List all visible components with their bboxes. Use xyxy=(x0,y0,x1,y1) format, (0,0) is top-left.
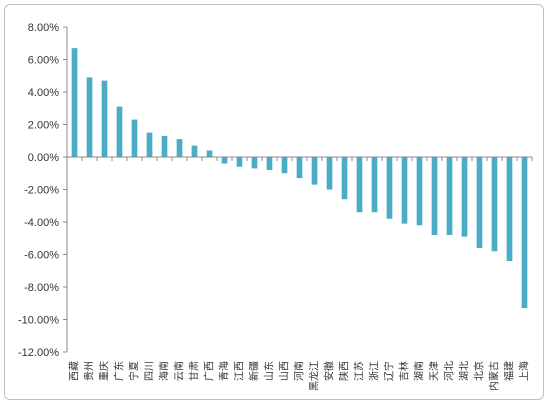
bar xyxy=(506,157,513,261)
category-label: 贵州 xyxy=(83,361,96,381)
category-label: 黑龙江 xyxy=(308,361,321,391)
bar xyxy=(521,157,528,309)
category-label: 广东 xyxy=(113,361,126,381)
bar xyxy=(371,157,378,213)
y-tick-label: -12.00% xyxy=(18,347,59,359)
bar xyxy=(386,157,393,219)
y-tick-label: -8.00% xyxy=(24,282,59,294)
bar xyxy=(491,157,498,252)
category-label: 湖北 xyxy=(459,361,471,381)
bar xyxy=(326,157,333,190)
category-label: 浙江 xyxy=(369,361,381,381)
y-tick-label: 6.00% xyxy=(28,55,59,67)
category-label: 陕西 xyxy=(338,361,351,381)
category-label: 四川 xyxy=(145,361,156,381)
category-label: 福建 xyxy=(503,361,516,381)
category-label: 江西 xyxy=(234,361,246,381)
bar xyxy=(161,135,168,157)
category-label: 江苏 xyxy=(353,361,366,381)
category-label: 甘肃 xyxy=(188,361,201,381)
bar xyxy=(446,157,453,235)
bar xyxy=(461,157,468,237)
category-label: 辽宁 xyxy=(383,361,396,381)
category-label: 广西 xyxy=(204,361,216,381)
bar xyxy=(251,157,258,169)
bar xyxy=(131,119,138,157)
bar xyxy=(191,145,198,157)
bar xyxy=(146,132,153,157)
bar xyxy=(356,157,363,213)
bar xyxy=(176,139,183,157)
bar xyxy=(416,157,423,226)
bar xyxy=(401,157,408,224)
bar xyxy=(281,157,288,174)
y-tick-label: 4.00% xyxy=(28,87,59,99)
category-label: 山东 xyxy=(263,361,276,381)
category-label: 安徽 xyxy=(323,361,336,381)
y-tick-label: 2.00% xyxy=(28,120,59,132)
bar xyxy=(71,48,78,157)
category-label: 北京 xyxy=(473,361,486,381)
y-tick-label: -6.00% xyxy=(24,250,59,262)
y-tick-label: -4.00% xyxy=(24,217,59,229)
category-label: 云南 xyxy=(173,361,186,381)
bar xyxy=(311,157,318,185)
bar xyxy=(266,157,273,170)
bar xyxy=(431,157,438,235)
bar xyxy=(116,106,123,157)
bar xyxy=(236,157,243,167)
chart-frame xyxy=(4,4,544,400)
y-tick-label: 8.00% xyxy=(28,22,59,34)
y-tick-label: -10.00% xyxy=(18,315,59,327)
bar xyxy=(86,77,93,157)
category-label: 重庆 xyxy=(98,361,111,381)
category-label: 内蒙古 xyxy=(488,361,501,391)
bar xyxy=(206,150,213,157)
category-label: 宁夏 xyxy=(128,361,141,381)
bar xyxy=(296,157,303,179)
bar xyxy=(341,157,348,200)
category-label: 青海 xyxy=(218,361,231,381)
category-label: 新疆 xyxy=(248,361,261,381)
category-label: 河北 xyxy=(444,361,456,381)
category-label: 天津 xyxy=(429,361,441,381)
bar xyxy=(221,157,228,164)
category-label: 西藏 xyxy=(69,361,81,381)
category-label: 湖南 xyxy=(413,361,426,381)
category-label: 上海 xyxy=(518,361,531,381)
category-label: 河南 xyxy=(293,361,306,381)
category-label: 山西 xyxy=(279,361,291,381)
y-tick-label: -2.00% xyxy=(24,185,59,197)
y-tick-label: 0.00% xyxy=(28,152,59,164)
category-label: 吉林 xyxy=(398,361,411,381)
bar xyxy=(101,80,108,157)
category-label: 海南 xyxy=(158,361,171,381)
bar xyxy=(476,157,483,248)
